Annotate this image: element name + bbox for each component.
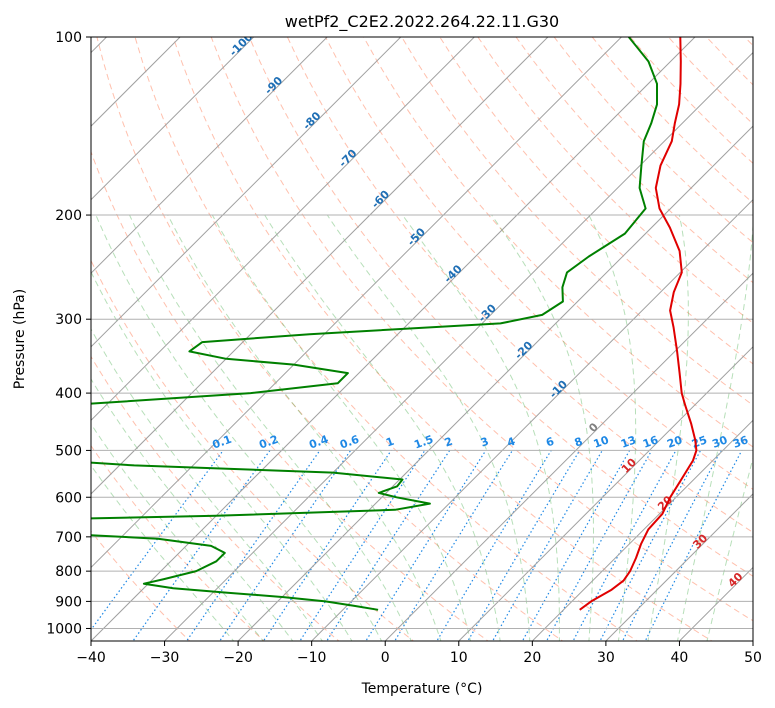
mixing-ratio-line <box>394 450 513 641</box>
y-tick-label: 200 <box>55 208 82 224</box>
mixing-ratio-label: 3 <box>479 435 491 450</box>
isotherm-line <box>91 37 549 495</box>
isotherm-line <box>310 198 753 641</box>
mixing-ratio-label: 13 <box>619 433 638 450</box>
profile-line-1 <box>579 37 698 611</box>
mixing-ratio-line <box>91 450 224 631</box>
x-tick-label: 0 <box>381 650 390 666</box>
moist-adiabat-line <box>129 214 412 641</box>
x-tick-label: −10 <box>297 650 327 666</box>
x-tick-label: 10 <box>450 650 468 666</box>
mixing-ratio-line <box>572 450 677 641</box>
moist-adiabat-line <box>264 214 501 641</box>
y-tick-label: 700 <box>55 530 82 546</box>
mixing-ratio-label: 2 <box>443 435 455 450</box>
mixing-ratio-line <box>262 450 392 641</box>
isotherm-line <box>91 37 402 348</box>
dry-adiabat-line <box>286 37 753 534</box>
mixing-ratio-label: 0.6 <box>338 433 361 452</box>
mixing-ratio-line <box>599 450 702 641</box>
mixing-ratio-label: 4 <box>505 435 517 450</box>
moist-adiabat-line <box>647 214 689 641</box>
y-tick-label: 1000 <box>46 621 82 637</box>
mixing-ratio-line <box>325 450 451 641</box>
moist-adiabat-line <box>95 214 383 641</box>
moist-adiabat-line <box>676 219 753 641</box>
mixing-ratio-line <box>621 450 722 641</box>
mixing-ratio-line <box>467 450 581 641</box>
isotherm-line <box>91 37 696 641</box>
moist-adiabat-line <box>91 270 353 641</box>
moist-adiabat-line <box>211 214 472 641</box>
mixing-ratio-label: 6 <box>544 435 556 450</box>
y-tick-label: 900 <box>55 594 82 610</box>
isotherm-line <box>531 419 753 641</box>
isotherm-line <box>91 37 476 422</box>
x-tick-label: 40 <box>671 650 689 666</box>
dry-adiabat-line <box>401 37 753 406</box>
mixing-ratio-label: 8 <box>573 435 585 450</box>
dry-adiabat-line <box>325 37 753 490</box>
y-tick-label: 100 <box>55 30 82 46</box>
moist-adiabat-line <box>91 378 294 641</box>
dry-adiabat-line <box>477 37 753 324</box>
mixing-ratio-label: 20 <box>665 433 684 451</box>
isotherm-line <box>237 125 753 641</box>
dry-adiabat-line <box>248 37 753 577</box>
isotherm-line <box>91 37 255 201</box>
axes: −40 −30 −20 −10 0 10 20 30 40 50 1000 900 800 700 600 5… <box>46 30 762 666</box>
y-tick-label: 500 <box>55 443 82 459</box>
dry-adiabat-line <box>439 37 753 365</box>
moist-adiabat-line <box>588 214 637 641</box>
mixing-ratio-line <box>132 450 271 641</box>
isotherm-line <box>163 51 753 641</box>
x-tick-label: 30 <box>597 650 615 666</box>
x-axis-label: Temperature (°C) <box>361 681 483 697</box>
y-axis-label: Pressure (hPa) <box>12 289 28 389</box>
mixing-ratio-label: 0.1 <box>211 433 234 452</box>
x-tick-label: −30 <box>150 650 180 666</box>
mixing-ratio-label: 1 <box>384 435 396 450</box>
mixing-ratio-line <box>219 450 352 641</box>
moist-adiabat-line <box>91 464 235 641</box>
x-tick-label: 50 <box>744 650 762 666</box>
isotherm-line <box>605 493 753 641</box>
moist-adiabat-line <box>402 214 560 641</box>
mixing-ratio-line <box>365 450 487 641</box>
background-lines <box>91 37 753 641</box>
mixing-ratio-line <box>436 450 552 641</box>
mixing-ratio-line <box>299 450 426 641</box>
mixing-ratio-label: 0.2 <box>257 433 280 452</box>
isotherm-line <box>91 37 328 274</box>
moist-adiabat-line <box>91 328 323 641</box>
y-tick-label: 300 <box>55 312 82 328</box>
y-tick-label: 400 <box>55 386 82 402</box>
x-tick-label: −40 <box>76 650 106 666</box>
plot-frame <box>90 36 754 642</box>
mixing-ratio-label: 0.4 <box>307 433 330 452</box>
profile-series <box>91 37 698 611</box>
isotherm-line <box>458 346 753 641</box>
mixing-ratio-label: 30 <box>710 433 729 451</box>
chart-title: wetPf2_C2E2.2022.264.22.11.G30 <box>285 12 559 32</box>
mixing-ratio-label: 16 <box>641 433 660 451</box>
mixing-ratio-label: 36 <box>731 433 750 451</box>
profile-line-2 <box>91 37 658 611</box>
x-tick-label: −20 <box>223 650 253 666</box>
y-tick-label: 600 <box>55 490 82 506</box>
x-tick-label: 20 <box>523 650 541 666</box>
moist-adiabat-line <box>491 214 594 641</box>
mixing-ratio-line <box>185 450 321 641</box>
mixing-ratio-label: 10 <box>592 433 611 451</box>
moist-adiabat-line <box>91 423 264 641</box>
moist-adiabat-line <box>326 214 531 641</box>
mixing-ratio-label: 1.5 <box>412 433 435 452</box>
y-tick-label: 800 <box>55 564 82 580</box>
isotherm-line <box>384 272 753 641</box>
dry-adiabat-line <box>91 259 415 641</box>
